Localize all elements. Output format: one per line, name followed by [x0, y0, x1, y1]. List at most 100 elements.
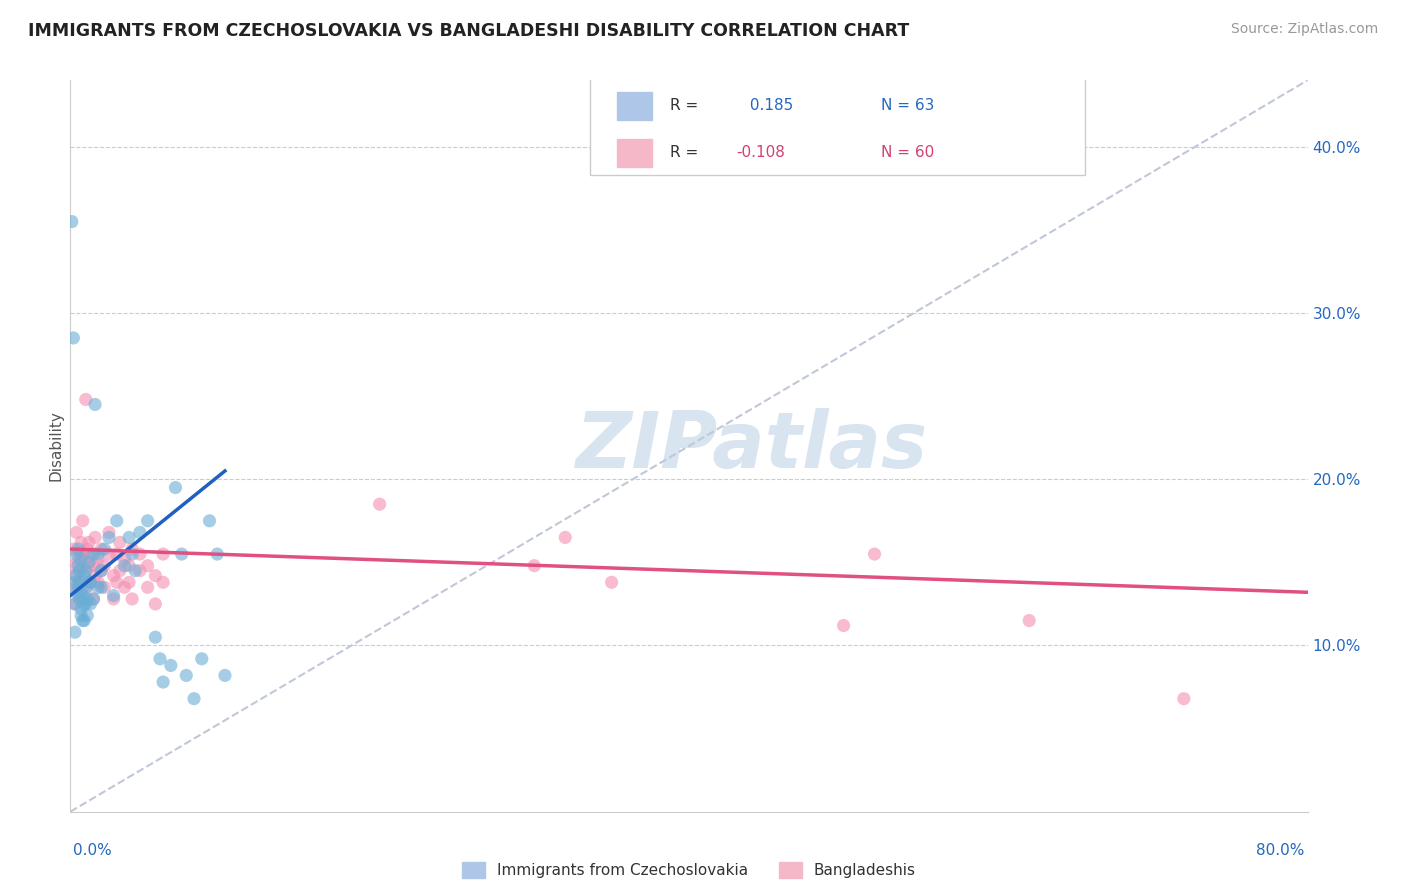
Point — [145, 630, 167, 644]
Text: 0.185: 0.185 — [745, 98, 793, 113]
Point — [67, 575, 90, 590]
Point — [65, 525, 87, 540]
Point — [67, 552, 90, 566]
Point — [76, 542, 98, 557]
Point — [75, 597, 97, 611]
Point — [207, 547, 229, 561]
Point — [523, 558, 546, 573]
Point — [136, 558, 159, 573]
Point — [152, 547, 174, 561]
Point — [62, 331, 84, 345]
Point — [72, 614, 94, 628]
Point — [214, 668, 236, 682]
Point — [198, 514, 221, 528]
Point — [67, 558, 90, 573]
Point — [136, 514, 159, 528]
Point — [69, 564, 91, 578]
Point — [79, 575, 101, 590]
Point — [72, 514, 94, 528]
Point — [105, 575, 128, 590]
Point — [62, 542, 84, 557]
Point — [170, 547, 193, 561]
Point — [65, 568, 87, 582]
Text: N = 63: N = 63 — [880, 98, 934, 113]
Point — [114, 552, 136, 566]
Point — [129, 525, 152, 540]
Point — [191, 652, 214, 666]
Text: IMMIGRANTS FROM CZECHOSLOVAKIA VS BANGLADESHI DISABILITY CORRELATION CHART: IMMIGRANTS FROM CZECHOSLOVAKIA VS BANGLA… — [28, 22, 910, 40]
Point — [70, 552, 93, 566]
Point — [90, 580, 112, 594]
Point — [65, 580, 87, 594]
Point — [63, 625, 86, 640]
Point — [72, 558, 94, 573]
Point — [118, 558, 141, 573]
Text: 0.0%: 0.0% — [73, 843, 112, 858]
Point — [73, 547, 96, 561]
Point — [82, 591, 105, 606]
Point — [105, 547, 128, 561]
Point — [129, 564, 152, 578]
Point — [98, 547, 121, 561]
Point — [60, 558, 83, 573]
Point — [121, 547, 143, 561]
Point — [70, 602, 93, 616]
Point — [93, 558, 115, 573]
Point — [77, 535, 100, 549]
Point — [69, 591, 91, 606]
Point — [75, 392, 97, 407]
Point — [75, 564, 97, 578]
Point — [108, 564, 131, 578]
Point — [76, 580, 98, 594]
Point — [152, 675, 174, 690]
Point — [90, 564, 112, 578]
Point — [77, 575, 100, 590]
Point — [145, 568, 167, 582]
Point — [121, 591, 143, 606]
Point — [124, 564, 146, 578]
Point — [70, 608, 93, 623]
Point — [145, 597, 167, 611]
Point — [165, 481, 187, 495]
Point — [73, 568, 96, 582]
Point — [65, 547, 87, 561]
Point — [114, 558, 136, 573]
Point — [87, 547, 110, 561]
Text: 80.0%: 80.0% — [1257, 843, 1305, 858]
Point — [136, 580, 159, 594]
Text: -0.108: -0.108 — [735, 145, 785, 161]
Point — [108, 535, 131, 549]
Point — [63, 575, 86, 590]
Point — [149, 652, 172, 666]
Point — [75, 580, 97, 594]
Point — [70, 547, 93, 561]
Point — [103, 568, 125, 582]
Point — [93, 580, 115, 594]
Text: Source: ZipAtlas.com: Source: ZipAtlas.com — [1230, 22, 1378, 37]
Point — [72, 591, 94, 606]
Point — [98, 525, 121, 540]
FancyBboxPatch shape — [591, 77, 1085, 176]
Point — [103, 591, 125, 606]
Y-axis label: Disability: Disability — [48, 410, 63, 482]
Text: ZIPatlas: ZIPatlas — [575, 408, 927, 484]
Point — [65, 585, 87, 599]
Point — [82, 558, 105, 573]
Point — [76, 608, 98, 623]
Point — [63, 597, 86, 611]
Bar — [617, 139, 652, 167]
Point — [103, 589, 125, 603]
Point — [832, 618, 855, 632]
Point — [76, 591, 98, 606]
Point — [82, 547, 105, 561]
Point — [90, 542, 112, 557]
Point — [90, 564, 112, 578]
Point — [1018, 614, 1040, 628]
Point — [87, 575, 110, 590]
Point — [84, 530, 107, 544]
Point — [69, 575, 91, 590]
Point — [114, 580, 136, 594]
Point — [73, 614, 96, 628]
Point — [105, 514, 128, 528]
Legend: Immigrants from Czechoslovakia, Bangladeshis: Immigrants from Czechoslovakia, Banglade… — [456, 856, 922, 885]
